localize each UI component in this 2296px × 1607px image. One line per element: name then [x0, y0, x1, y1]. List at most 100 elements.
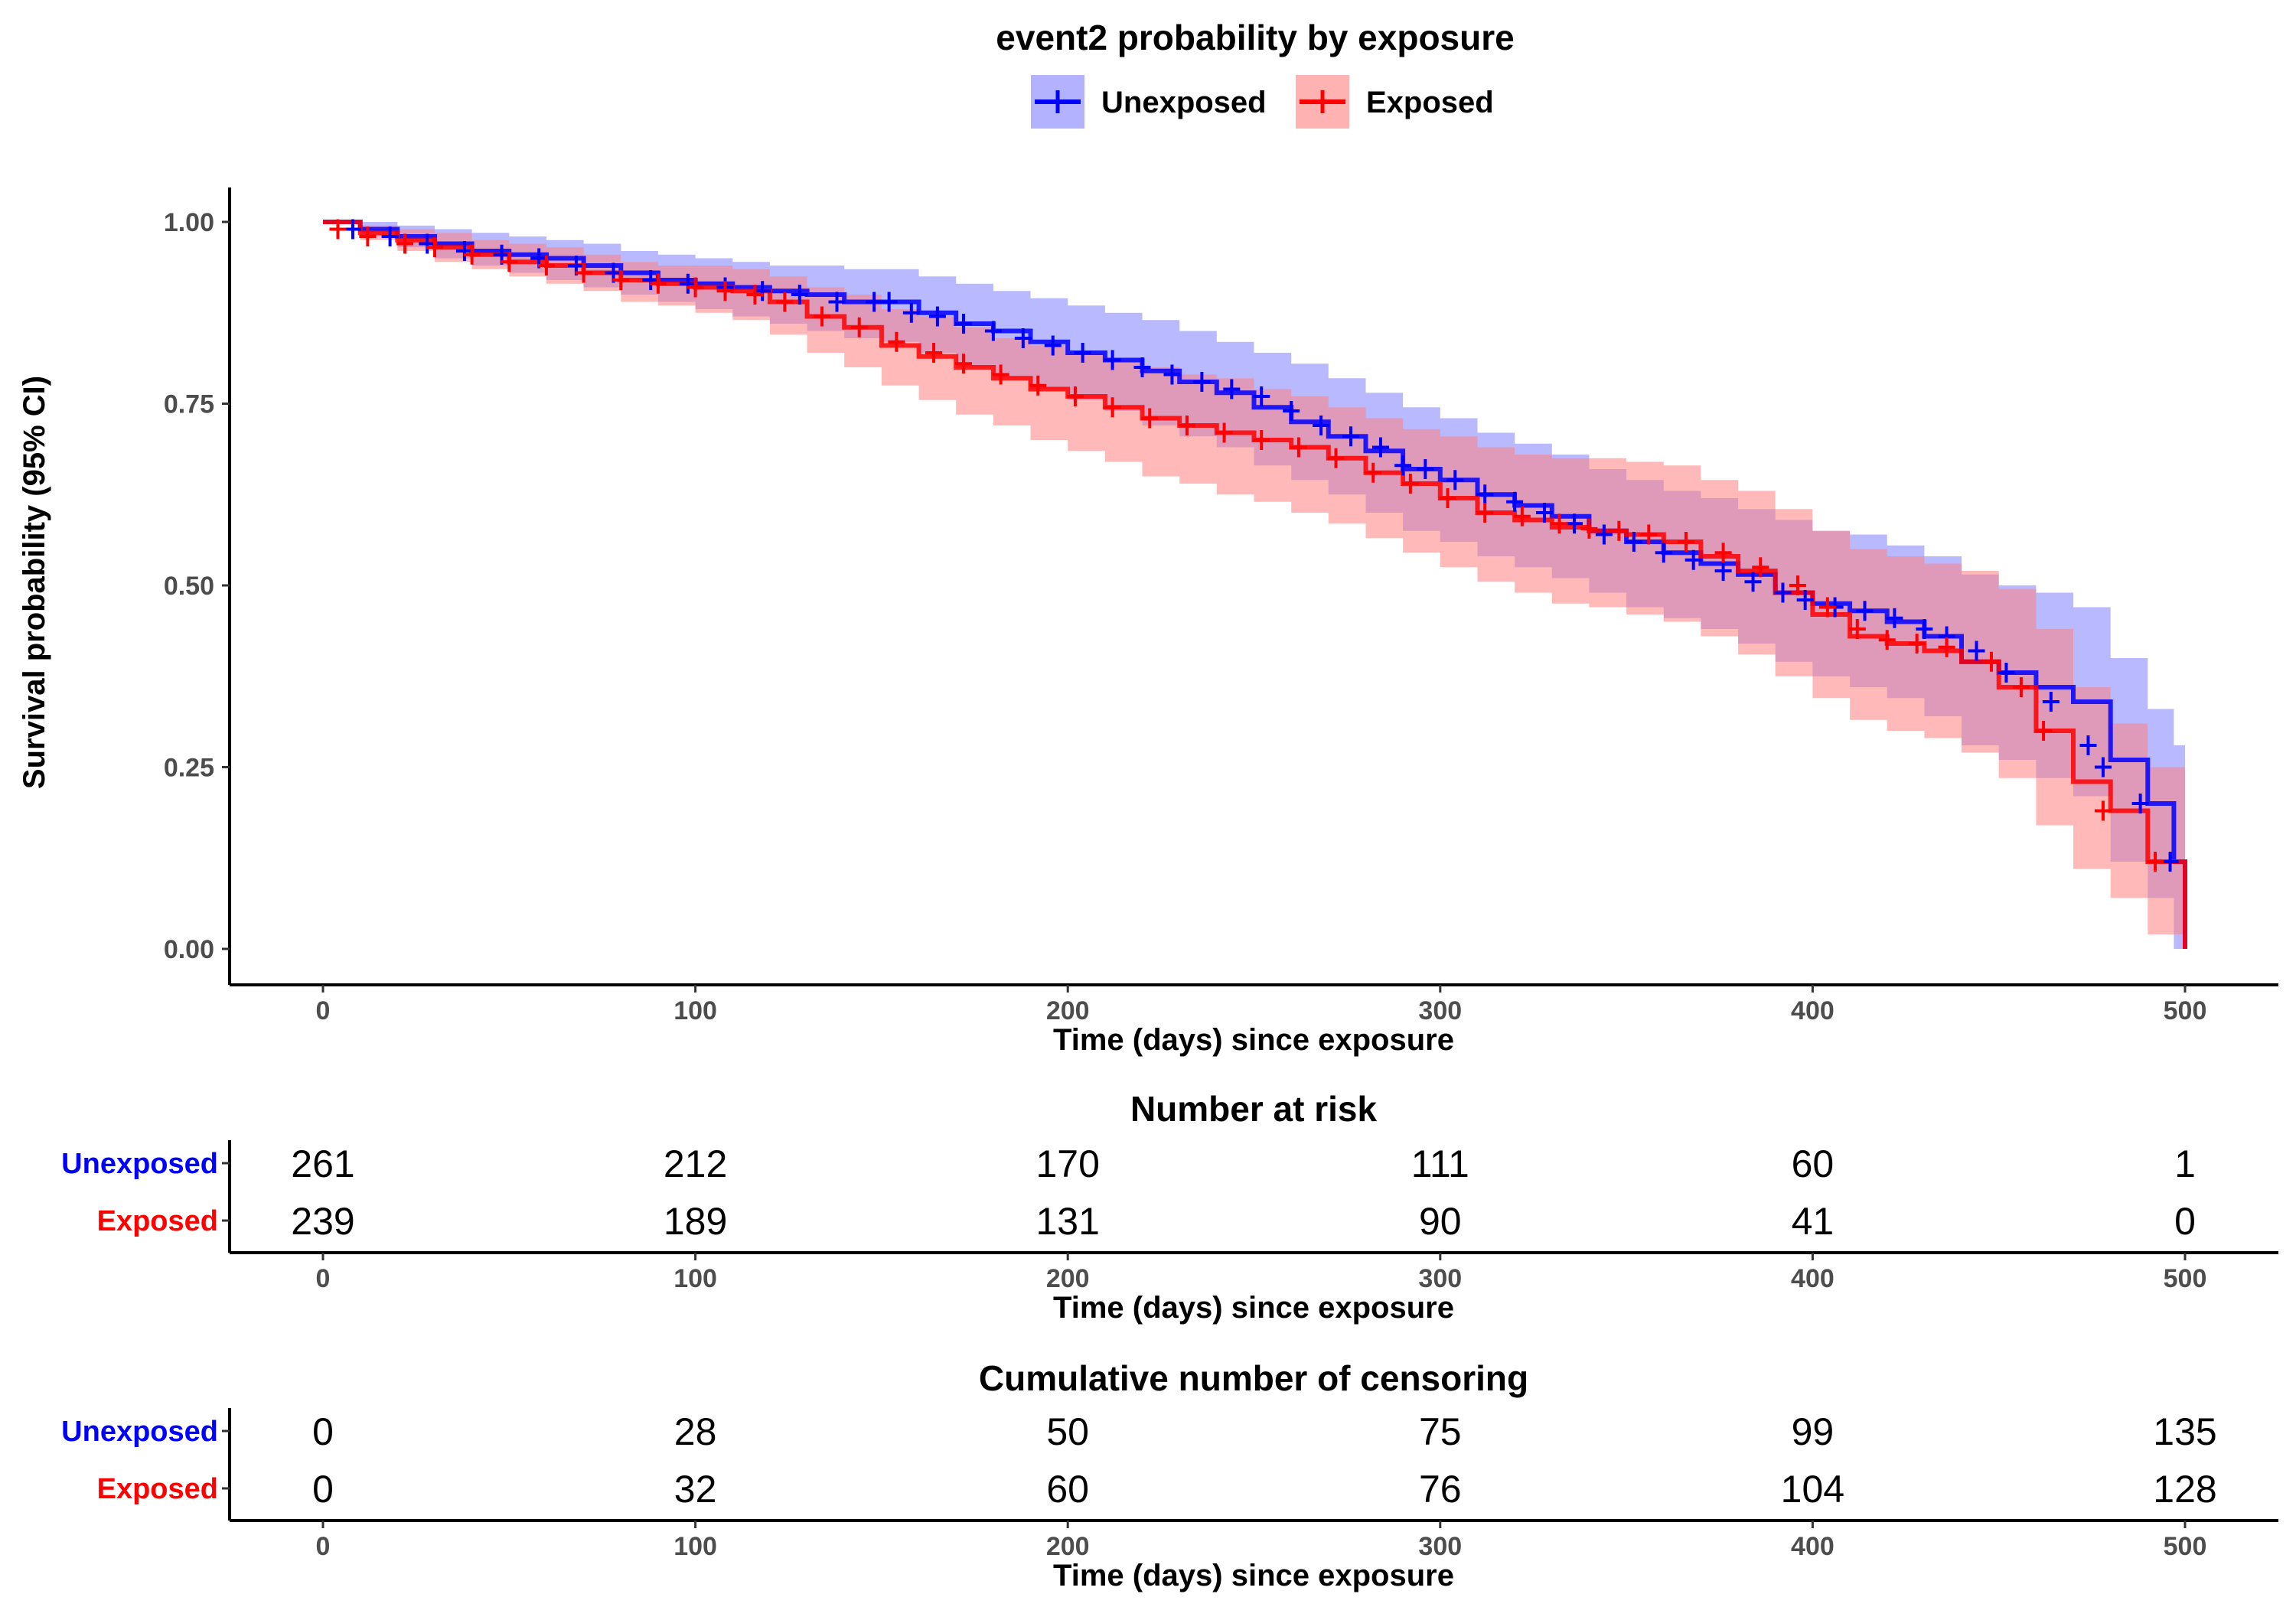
censor-mark-unexposed [1163, 364, 1181, 385]
ci-band-exposed [323, 222, 2185, 949]
censoring-cell: 104 [1781, 1468, 1844, 1511]
censor-mark-exposed [992, 364, 1009, 385]
censor-mark-unexposed [1714, 561, 1732, 581]
censor-mark-exposed [1982, 651, 2000, 672]
censor-mark-unexposed [419, 233, 436, 254]
y-tick-label: 0.00 [164, 935, 214, 964]
censor-mark-exposed [1551, 513, 1568, 534]
censor-mark-unexposed [455, 241, 473, 261]
censor-mark-exposed [687, 277, 704, 298]
risk-table-title: Number at risk [1130, 1089, 1378, 1129]
censor-mark-unexposed [1074, 343, 1091, 363]
censor-mark-unexposed [381, 227, 399, 246]
x-tick-label: 500 [2164, 996, 2207, 1025]
censoring-cell: 99 [1792, 1410, 1835, 1453]
x-tick-label: 0 [316, 1264, 331, 1293]
x-tick-label: 400 [1791, 1264, 1835, 1293]
risk-cell: 261 [291, 1143, 354, 1185]
risk-cell: 60 [1792, 1143, 1835, 1185]
censoring-table: Cumulative number of censoring Unexposed… [61, 1358, 2278, 1592]
censor-mark-unexposed [1014, 328, 1032, 348]
y-tick-label: 1.00 [164, 208, 214, 237]
censor-mark-unexposed [1565, 513, 1583, 534]
x-tick-label: 200 [1046, 1532, 1090, 1561]
censoring-cell: 0 [312, 1468, 334, 1511]
censor-mark-exposed [1476, 503, 1494, 523]
x-axis-title: Time (days) since exposure [1053, 1023, 1454, 1057]
censor-mark-exposed [1066, 386, 1084, 406]
censor-mark-exposed [1513, 506, 1531, 526]
censor-mark-unexposed [1342, 426, 1360, 447]
risk-cell: 1 [2174, 1143, 2196, 1185]
censor-mark-exposed [2012, 677, 2030, 697]
censor-mark-unexposed [1313, 416, 1330, 435]
censor-mark-exposed [2094, 800, 2112, 821]
legend: Unexposed Exposed [1031, 75, 1494, 129]
censor-mark-unexposed [2042, 692, 2060, 712]
x-tick-label: 500 [2164, 1264, 2207, 1293]
confidence-bands [323, 222, 2185, 949]
censor-mark-exposed [612, 270, 630, 290]
censor-mark-exposed [396, 233, 414, 254]
censor-mark-exposed [746, 285, 764, 305]
censor-mark-unexposed [754, 281, 771, 302]
risk-cell: 170 [1035, 1143, 1099, 1185]
censoring-x-axis-ticks: 0 100 200 300 400 500 [316, 1521, 2207, 1561]
censor-mark-exposed [1141, 408, 1159, 429]
censoring-cell: 135 [2153, 1410, 2216, 1453]
censor-mark-exposed [1752, 557, 1769, 578]
censoring-cell: 60 [1046, 1468, 1089, 1511]
x-tick-label: 300 [1418, 996, 1462, 1025]
risk-cell: 111 [1411, 1143, 1469, 1185]
censor-mark-exposed [1029, 375, 1047, 396]
censor-mark-unexposed [1796, 590, 1814, 610]
censoring-row-label-unexposed: Unexposed [61, 1416, 218, 1448]
risk-cell: 90 [1419, 1200, 1462, 1243]
censor-mark-unexposed [642, 270, 660, 290]
censoring-row-label-exposed: Exposed [97, 1473, 218, 1505]
y-tick-label: 0.50 [164, 572, 214, 601]
censor-mark-exposed [1818, 597, 1836, 618]
censor-mark-unexposed [1655, 543, 1672, 563]
censor-mark-exposed [1610, 520, 1628, 541]
censor-mark-unexposed [1774, 582, 1792, 603]
censor-mark-unexposed [1283, 401, 1300, 421]
censor-mark-exposed [1290, 437, 1307, 458]
censor-mark-unexposed [1968, 641, 1985, 661]
censor-mark-unexposed [902, 302, 920, 323]
censor-mark-exposed [1215, 422, 1233, 443]
censor-mark-unexposed [984, 321, 1002, 341]
censor-mark-unexposed [344, 219, 361, 240]
censor-mark-exposed [463, 244, 481, 265]
censor-mark-exposed [1401, 474, 1419, 494]
censor-mark-unexposed [1044, 335, 1062, 356]
x-tick-label: 0 [316, 996, 331, 1025]
risk-cell: 0 [2174, 1200, 2196, 1243]
censor-mark-exposed [1253, 430, 1270, 450]
censoring-cell: 0 [312, 1410, 334, 1453]
x-tick-label: 0 [316, 1532, 331, 1561]
censor-mark-exposed [925, 343, 943, 363]
censor-mark-exposed [1714, 543, 1732, 563]
censoring-cell: 76 [1419, 1468, 1462, 1511]
censoring-cell: 28 [674, 1410, 717, 1453]
censor-mark-unexposed [1104, 350, 1121, 370]
censor-mark-unexposed [1133, 357, 1151, 377]
legend-label-exposed: Exposed [1366, 86, 1494, 119]
x-tick-label: 500 [2164, 1532, 2207, 1561]
censoring-cell: 75 [1419, 1410, 1462, 1453]
x-tick-label: 100 [673, 1264, 717, 1293]
risk-table-cells: Unexposed 261 212 170 111 60 1 Exposed 239 189 131… [61, 1143, 2196, 1243]
censor-mark-exposed [1439, 488, 1456, 508]
censor-mark-unexposed [1744, 572, 1762, 592]
censor-mark-unexposed [1536, 503, 1554, 523]
censor-mark-unexposed [1998, 663, 2015, 683]
x-axis-ticks: 0 100 200 300 400 500 [316, 985, 2207, 1025]
censor-mark-exposed [1327, 448, 1345, 468]
censor-mark-unexposed [1856, 601, 1874, 621]
survival-plot: 0.00 0.25 0.50 0.75 1.00 0 100 200 300 400 500 Ti… [18, 187, 2278, 1057]
censor-mark-unexposed [791, 285, 808, 305]
y-tick-label: 0.75 [164, 390, 214, 419]
censor-mark-unexposed [1223, 379, 1241, 399]
risk-cell: 239 [291, 1200, 354, 1243]
